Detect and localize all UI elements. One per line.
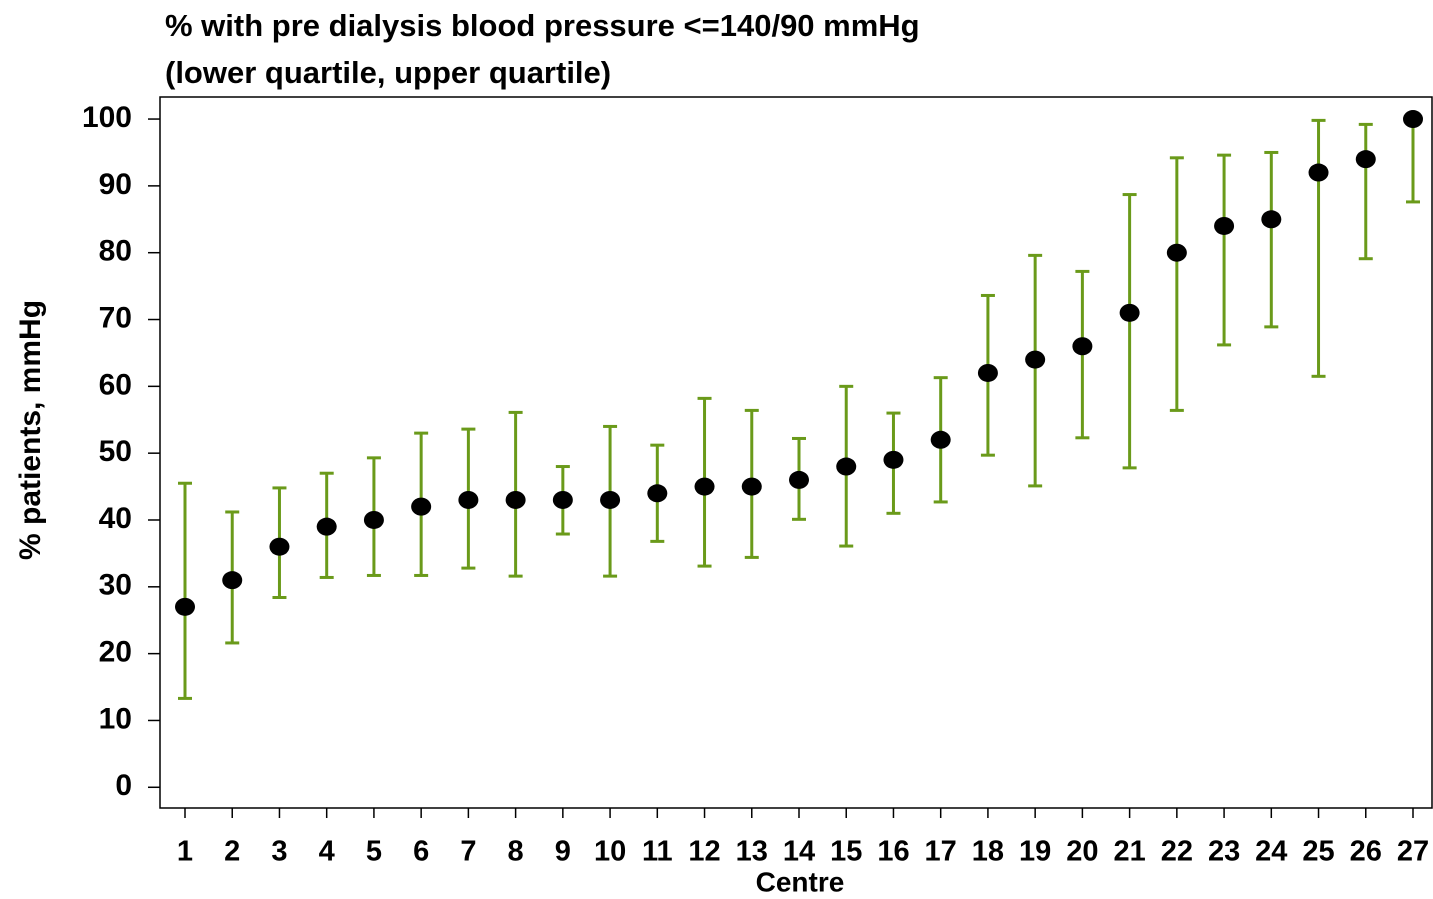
y-tick-label: 40 (99, 502, 132, 535)
x-tick-label: 5 (366, 836, 382, 868)
x-tick-label: 27 (1397, 836, 1429, 868)
point (883, 450, 904, 469)
point (1166, 243, 1187, 262)
point (222, 571, 243, 590)
y-tick-label: 70 (99, 301, 132, 334)
plot-frame (159, 96, 1433, 809)
y-tick-label: 80 (99, 235, 132, 268)
x-tick-label: 17 (925, 836, 957, 868)
x-tick-label: 9 (555, 836, 571, 868)
point (1308, 163, 1329, 182)
point (269, 537, 290, 556)
chart-subtitle: (lower quartile, upper quartile) (165, 55, 611, 90)
x-tick-label: 10 (594, 836, 626, 868)
y-tick-label: 0 (115, 769, 132, 802)
x-tick-label: 8 (508, 836, 524, 868)
point (1025, 350, 1046, 369)
x-axis-label: Centre (756, 866, 845, 897)
x-tick-label: 24 (1255, 836, 1287, 868)
x-tick-label: 18 (972, 836, 1004, 868)
x-tick-label: 15 (830, 836, 862, 868)
x-tick-label: 21 (1113, 836, 1145, 868)
point (1072, 337, 1093, 356)
point (647, 484, 668, 503)
point (552, 490, 573, 509)
x-tick-label: 14 (783, 836, 815, 868)
y-tick-label: 20 (99, 636, 132, 669)
point (930, 430, 951, 449)
point (1403, 110, 1423, 129)
point (411, 497, 432, 516)
point (175, 597, 195, 616)
x-tick-label: 2 (224, 836, 240, 868)
point (363, 510, 384, 529)
x-tick-label: 16 (877, 836, 909, 868)
x-tick-label: 1 (177, 836, 193, 868)
y-tick-label: 10 (99, 702, 132, 735)
y-tick-label: 90 (99, 168, 132, 201)
y-tick-label: 100 (82, 101, 132, 134)
point (694, 477, 715, 496)
x-tick-label: 4 (319, 836, 335, 868)
point (316, 517, 337, 536)
point (458, 490, 479, 509)
x-tick-label: 22 (1161, 836, 1193, 868)
chart-title: % with pre dialysis blood pressure <=140… (165, 8, 920, 43)
x-tick-label: 11 (642, 836, 673, 868)
point (1355, 150, 1376, 169)
x-tick-label: 23 (1208, 836, 1240, 868)
y-tick-label: 50 (99, 435, 132, 468)
point (600, 490, 621, 509)
point (977, 363, 998, 382)
point (836, 457, 857, 476)
x-tick-label: 19 (1019, 836, 1051, 868)
x-tick-label: 13 (736, 836, 768, 868)
x-tick-label: 6 (413, 836, 429, 868)
x-tick-label: 7 (460, 836, 476, 868)
point (1214, 216, 1235, 235)
y-axis-label: % patients, mmHg (14, 300, 47, 560)
point (505, 490, 526, 509)
point (1119, 303, 1140, 322)
x-tick-label: 20 (1066, 836, 1098, 868)
point (741, 477, 762, 496)
x-tick-label: 26 (1350, 836, 1382, 868)
x-tick-label: 25 (1302, 836, 1334, 868)
point (1261, 210, 1282, 229)
point (789, 470, 809, 489)
x-tick-label: 12 (688, 836, 720, 868)
y-tick-label: 30 (99, 569, 132, 602)
y-tick-label: 60 (99, 368, 132, 401)
x-tick-label: 3 (271, 836, 287, 868)
